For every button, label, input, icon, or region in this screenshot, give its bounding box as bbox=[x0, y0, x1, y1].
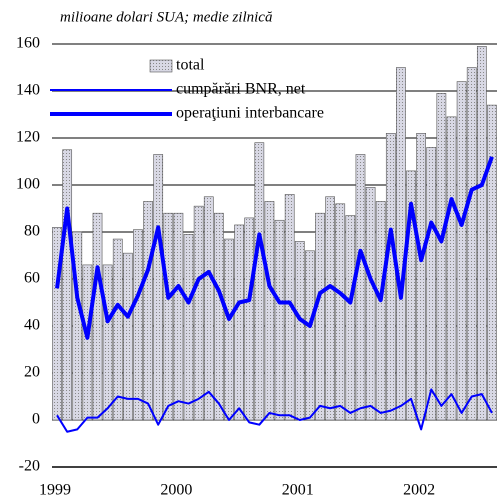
y-tick-label: 20 bbox=[24, 364, 40, 381]
bar bbox=[426, 147, 437, 421]
bar bbox=[153, 154, 164, 421]
bar bbox=[234, 224, 244, 421]
y-tick-label: -20 bbox=[19, 458, 40, 475]
x-tick-label: 1999 bbox=[39, 482, 71, 499]
bar bbox=[193, 205, 204, 421]
y-tick-label: 0 bbox=[32, 411, 40, 428]
bar bbox=[345, 215, 356, 421]
legend-label: cumpărări BNR, net bbox=[176, 81, 306, 98]
bar bbox=[133, 229, 143, 421]
bar bbox=[52, 227, 62, 421]
y-tick-label: 120 bbox=[16, 129, 40, 146]
y-tick-label: 80 bbox=[24, 223, 40, 240]
legend-item: operaţiuni interbancare bbox=[50, 105, 324, 122]
bar bbox=[82, 264, 93, 421]
bar bbox=[203, 196, 214, 421]
bar bbox=[476, 46, 487, 421]
bar bbox=[355, 154, 366, 421]
bar bbox=[72, 231, 83, 421]
bar bbox=[396, 67, 406, 421]
bar bbox=[224, 238, 234, 421]
legend-label: total bbox=[176, 57, 205, 74]
bar bbox=[436, 93, 447, 421]
bar bbox=[143, 201, 153, 421]
bar bbox=[335, 203, 346, 421]
bar bbox=[446, 116, 457, 421]
bar bbox=[305, 250, 315, 421]
bar bbox=[173, 212, 184, 421]
bar bbox=[406, 170, 416, 421]
bar bbox=[244, 217, 255, 421]
bar bbox=[264, 201, 275, 421]
bar bbox=[365, 187, 376, 421]
legend-swatch bbox=[149, 59, 173, 73]
bar bbox=[416, 133, 427, 421]
bar bbox=[385, 133, 396, 421]
bar bbox=[122, 252, 133, 421]
y-tick-label: 40 bbox=[24, 317, 40, 334]
bar bbox=[375, 201, 386, 421]
bar bbox=[487, 104, 497, 421]
bar bbox=[112, 238, 123, 421]
x-tick-label: 2002 bbox=[403, 482, 435, 499]
chart-subtitle: milioane dolari SUA; medie zilnică bbox=[60, 9, 272, 25]
bar bbox=[62, 149, 73, 421]
y-tick-label: 60 bbox=[24, 270, 40, 287]
legend-item: cumpărări BNR, net bbox=[50, 81, 306, 98]
bar bbox=[102, 264, 113, 421]
bar bbox=[315, 212, 325, 421]
bar bbox=[92, 212, 103, 421]
bar bbox=[466, 67, 477, 421]
line bbox=[55, 156, 494, 340]
bar bbox=[183, 234, 194, 421]
x-tick-label: 2000 bbox=[160, 482, 192, 499]
bar bbox=[456, 81, 467, 421]
bar bbox=[274, 219, 285, 421]
line bbox=[56, 388, 493, 433]
bar bbox=[214, 212, 224, 421]
y-tick-label: 100 bbox=[16, 176, 40, 193]
legend-item: total bbox=[149, 57, 205, 74]
bar bbox=[254, 142, 265, 421]
x-tick-label: 2001 bbox=[282, 482, 314, 499]
y-tick-label: 160 bbox=[16, 35, 40, 52]
bar bbox=[163, 212, 174, 421]
y-tick-label: 140 bbox=[16, 82, 40, 99]
legend-label: operaţiuni interbancare bbox=[176, 105, 324, 122]
bar bbox=[325, 196, 335, 421]
bar bbox=[294, 241, 305, 421]
